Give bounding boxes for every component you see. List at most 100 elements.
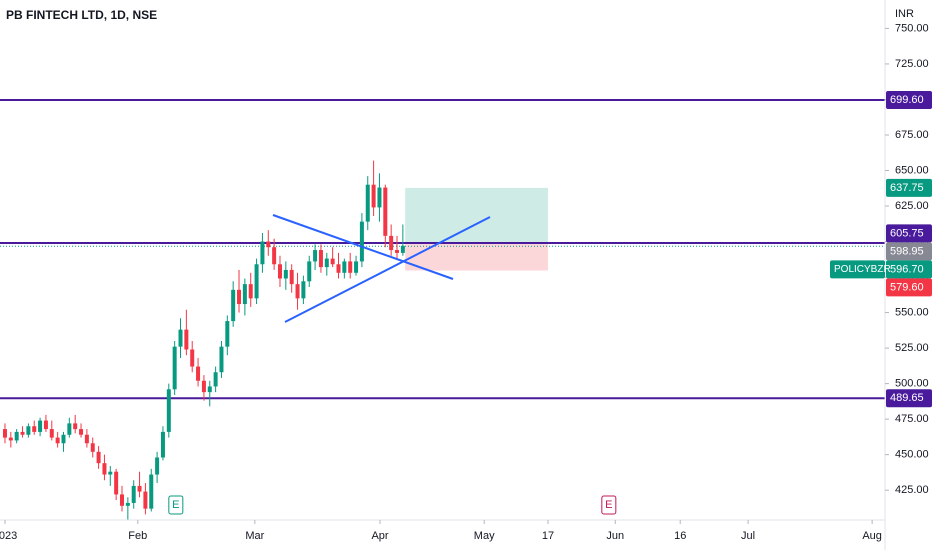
candle-body (149, 474, 154, 509)
candle-body (20, 431, 25, 435)
candle-body (184, 329, 189, 350)
candle-body (254, 264, 259, 299)
candle-body (389, 235, 394, 251)
event-marker (601, 495, 617, 515)
candle-body (55, 437, 60, 444)
candle-body (231, 289, 236, 322)
candle-body (242, 284, 247, 305)
price-label-bg (886, 260, 932, 279)
candle-body (73, 423, 78, 430)
candle-body (295, 284, 300, 299)
candle-body (79, 429, 84, 435)
candle-body (260, 241, 265, 265)
y-tick-label: 525.00 (895, 342, 929, 354)
candle-body (301, 281, 306, 299)
price-label-bg (886, 278, 932, 297)
y-tick-label: 675.00 (895, 129, 929, 141)
candle-body (108, 471, 113, 475)
candle-body (2, 429, 7, 438)
candle-body (196, 366, 201, 381)
y-tick-label: 725.00 (895, 58, 929, 70)
candle-body (43, 420, 48, 430)
y-tick-label: 625.00 (895, 200, 929, 212)
candle-body (365, 184, 370, 222)
y-tick-label: 450.00 (895, 449, 929, 461)
price-label: 605.75 (890, 227, 924, 239)
position-target-zone (405, 187, 548, 244)
y-tick-label: 500.00 (895, 378, 929, 390)
price-label: 598.95 (890, 245, 924, 257)
x-tick-label: 16 (674, 530, 686, 542)
x-tick-label: Apr (371, 530, 388, 542)
candle-body (125, 502, 130, 506)
candle-body (155, 457, 160, 475)
price-label: 596.70 (890, 263, 924, 275)
price-label: 579.60 (890, 281, 924, 293)
y-tick-label: 425.00 (895, 484, 929, 496)
candle-body (201, 380, 206, 393)
trend-line (272, 214, 454, 280)
candle-body (213, 372, 218, 387)
candle-body (289, 269, 294, 285)
candle-body (8, 437, 13, 441)
chart-title: PB FINTECH LTD, 1D, NSE (6, 8, 157, 22)
candle-body (272, 247, 277, 265)
candle-body (318, 250, 323, 268)
candle-body (207, 386, 212, 393)
price-label: 489.65 (890, 392, 924, 404)
candle-body (166, 389, 171, 432)
candle-body (400, 245, 405, 253)
candle-body (330, 258, 335, 265)
candle-body (225, 321, 230, 347)
x-tick-label: Jul (741, 530, 755, 542)
currency-label: INR (895, 8, 914, 20)
candle-body (248, 284, 253, 299)
candle-body (283, 269, 288, 279)
candle-body (342, 261, 347, 273)
candle-body (67, 423, 72, 435)
candle-body (96, 451, 101, 464)
x-tick-label: May (474, 530, 495, 542)
event-label: E (605, 499, 612, 511)
y-tick-label: 650.00 (895, 164, 929, 176)
candle-body (178, 329, 183, 347)
candle-body (359, 221, 364, 262)
symbol-label: POLICYBZR (834, 264, 891, 275)
candle-body (307, 261, 312, 282)
candle-body (354, 261, 359, 273)
price-label-bg (886, 178, 932, 197)
price-label-bg (886, 389, 932, 408)
candle-body (32, 426, 37, 432)
y-tick-label: 750.00 (895, 22, 929, 34)
x-tick-label: Jun (606, 530, 624, 542)
candle-body (61, 434, 66, 444)
candle-body (14, 431, 19, 441)
candle-body (395, 250, 400, 253)
candle-body (160, 431, 165, 458)
candle-body (49, 429, 54, 438)
y-tick-label: 550.00 (895, 306, 929, 318)
candle-body (137, 485, 142, 492)
x-tick-label: 17 (542, 530, 554, 542)
event-label: E (172, 499, 179, 511)
candle-body (371, 184, 376, 208)
x-tick-label: Mar (245, 530, 264, 542)
price-label-bg (886, 91, 932, 110)
price-label-bg (886, 242, 932, 261)
candle-body (266, 241, 271, 248)
candle-body (38, 420, 43, 432)
x-tick-label: Aug (862, 530, 882, 542)
candle-body (119, 494, 124, 506)
candle-body (131, 485, 136, 503)
candle-body (324, 258, 329, 268)
candle-body (102, 463, 107, 475)
candle-body (277, 264, 282, 279)
trend-line (284, 216, 491, 323)
price-label-bg (886, 224, 932, 243)
candle-body (336, 264, 341, 273)
y-tick-label: 475.00 (895, 413, 929, 425)
position-stop-zone (405, 243, 548, 271)
candle-body (237, 289, 242, 305)
